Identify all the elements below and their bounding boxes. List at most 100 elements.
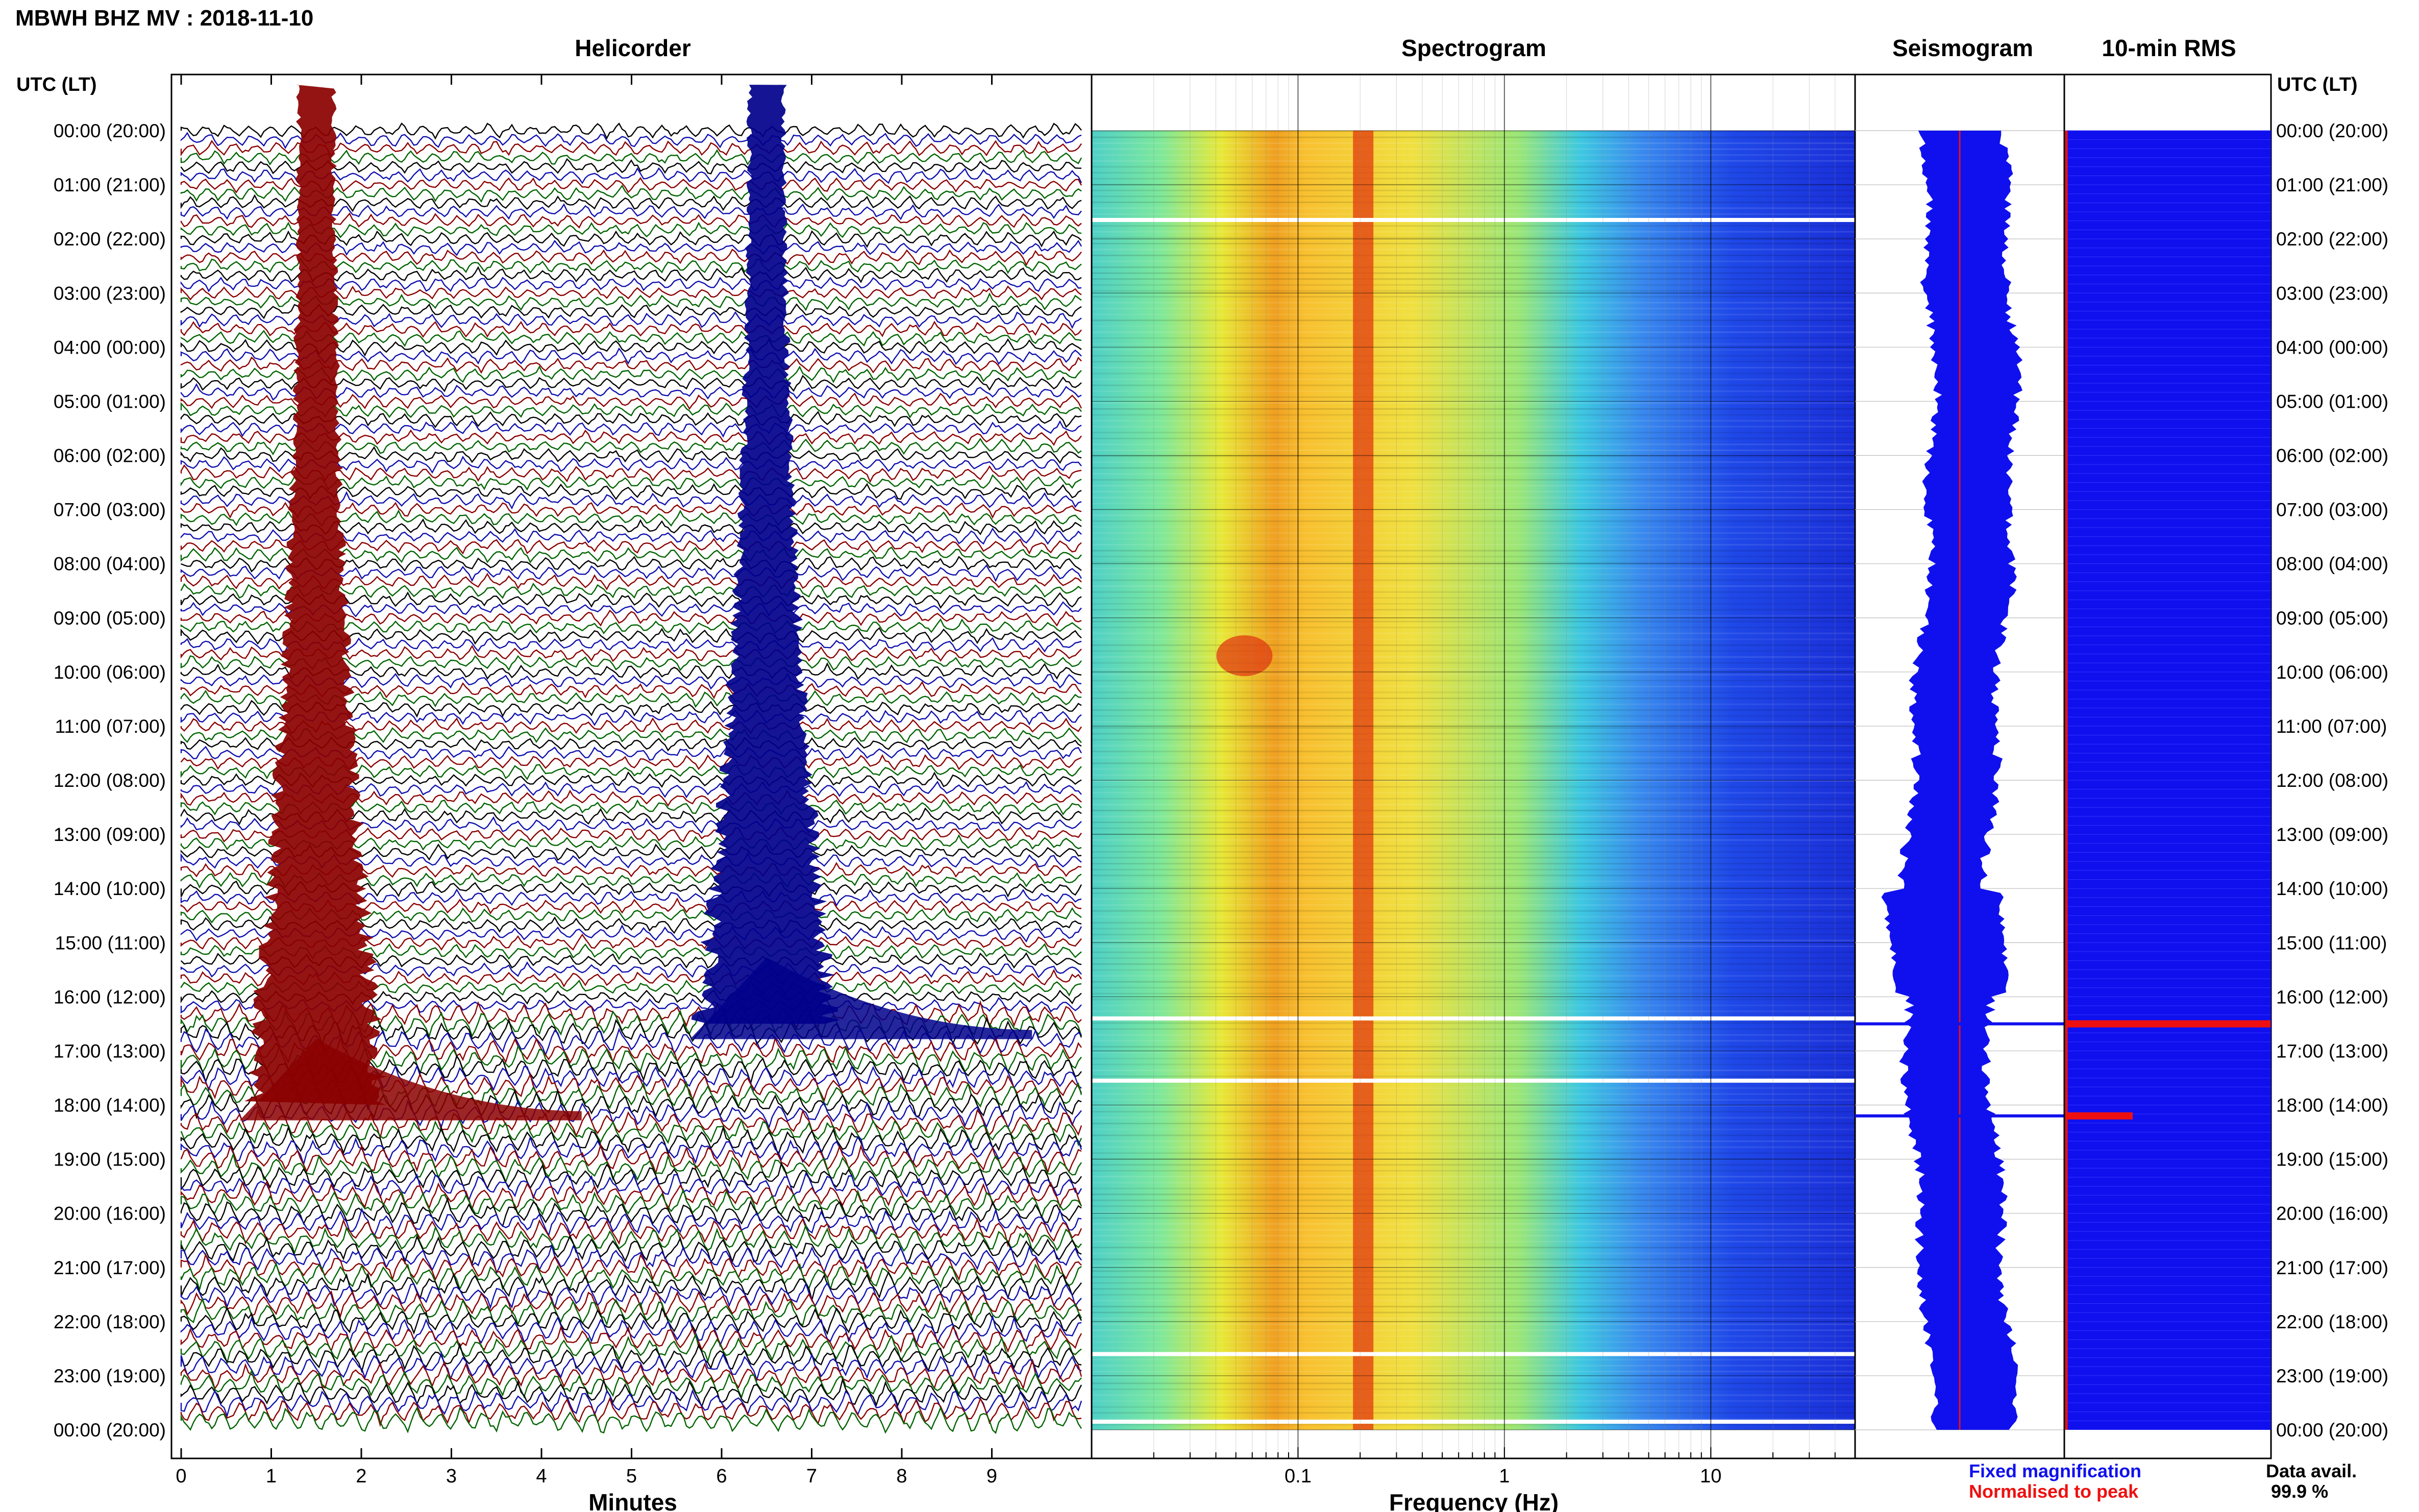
helicorder-x-tick-label: 8: [896, 1466, 907, 1487]
spectrogram-texture-row: [1092, 768, 1855, 770]
spectrogram-texture-row: [1092, 272, 1855, 274]
spectrogram-texture-row: [1092, 680, 1855, 682]
helicorder-event-tail: [690, 957, 1032, 1039]
spectrogram-texture-row: [1092, 1412, 1855, 1414]
time-label-right: 00:00 (20:00): [2276, 120, 2388, 141]
spectrogram-texture-row: [1092, 1270, 1855, 1272]
spectrogram-texture-row: [1092, 886, 1855, 888]
spectrogram-texture-row: [1092, 1146, 1855, 1148]
spectrogram-texture-row: [1092, 266, 1855, 268]
spectrogram-texture-row: [1092, 538, 1855, 540]
helicorder-trace: [180, 1152, 1082, 1184]
time-label-right: 19:00 (15:00): [2276, 1149, 2388, 1170]
seismogram-title: Seismogram: [1892, 35, 2033, 61]
spectrogram-texture-row: [1092, 863, 1855, 865]
helicorder-trace: [180, 1143, 1082, 1175]
spectrogram-texture-row: [1092, 1070, 1855, 1072]
legend-normalised: Normalised to peak: [1969, 1481, 2139, 1502]
spectrogram-texture-row: [1092, 437, 1855, 439]
rms-spikes: [2066, 1020, 2270, 1120]
spectrogram-texture-row: [1092, 627, 1855, 629]
time-label-right: 07:00 (03:00): [2276, 500, 2388, 520]
spectrogram-texture-row: [1092, 1294, 1855, 1296]
time-label-left: 15:00 (11:00): [55, 932, 166, 953]
rms-spike: [2066, 1112, 2133, 1120]
spectrogram-blob: [1216, 635, 1273, 677]
spectrogram-texture-row: [1092, 597, 1855, 599]
spectrogram-texture-row: [1092, 1264, 1855, 1266]
time-label-left: 05:00 (01:00): [54, 391, 166, 412]
spectrogram-texture-row: [1092, 449, 1855, 451]
spectrogram-texture-row: [1092, 880, 1855, 882]
helicorder-trace: [180, 1125, 1082, 1157]
spectrogram-texture-row: [1092, 1075, 1855, 1077]
spectrogram-texture-row: [1092, 142, 1855, 144]
helicorder-trace: [180, 1397, 1082, 1427]
spectrogram-texture-row: [1092, 556, 1855, 558]
station-title: MBWH BHZ MV : 2018-11-10: [15, 6, 313, 31]
spectrogram-texture-row: [1092, 904, 1855, 906]
spectrogram-texture-row: [1092, 1093, 1855, 1095]
spectrogram-texture-row: [1092, 745, 1855, 747]
spectrogram-texture-row: [1092, 1341, 1855, 1343]
time-label-right: 22:00 (18:00): [2276, 1311, 2388, 1332]
spectrogram-texture-row: [1092, 1388, 1855, 1390]
helicorder-trace: [180, 1188, 1082, 1220]
spectrogram-texture-row: [1092, 733, 1855, 735]
spectrogram-texture-row: [1092, 798, 1855, 800]
spectrogram-texture-row: [1092, 662, 1855, 664]
spectrogram-texture-row: [1092, 1394, 1855, 1396]
spectrogram-texture-row: [1092, 822, 1855, 824]
spectrogram-texture-row: [1092, 503, 1855, 505]
spectrogram-texture-row: [1092, 674, 1855, 676]
spectrogram-texture-row: [1092, 1205, 1855, 1207]
spectrogram-texture-row: [1092, 946, 1855, 948]
helicorder-x-tick-label: 6: [716, 1466, 727, 1487]
time-label-left: 04:00 (00:00): [54, 337, 166, 358]
spectrogram-texture-row: [1092, 1117, 1855, 1119]
time-label-right: 01:00 (21:00): [2276, 175, 2388, 195]
spectrogram-texture-row: [1092, 1022, 1855, 1024]
spectrogram-panel: 0.1 1 10 Frequency (Hz): [1091, 73, 1856, 1512]
spectrogram-texture-row: [1092, 396, 1855, 398]
spectrogram-texture-row: [1092, 875, 1855, 877]
spectrogram-texture-row: [1092, 343, 1855, 345]
spectrogram-texture-row: [1092, 691, 1855, 693]
helicorder-events: [239, 85, 1032, 1121]
time-label-right: 18:00 (14:00): [2276, 1095, 2388, 1116]
spectrogram-texture-row: [1092, 621, 1855, 623]
helicorder-trace: [180, 1261, 1082, 1292]
spectrogram-texture-row: [1092, 1111, 1855, 1113]
time-label-right: 14:00 (10:00): [2276, 878, 2388, 899]
time-label-left: 20:00 (16:00): [54, 1203, 166, 1224]
time-label-left: 02:00 (22:00): [54, 229, 166, 250]
right-time-header: UTC (LT): [2277, 74, 2358, 95]
helicorder-trace: [180, 1108, 1082, 1141]
spectrogram-texture-row: [1092, 1300, 1855, 1302]
spectrogram-texture-row: [1092, 609, 1855, 611]
spectrogram-texture-row: [1092, 1140, 1855, 1142]
spectrogram-texture-row: [1092, 857, 1855, 859]
availability-label: Data avail.: [2266, 1460, 2357, 1481]
spectrogram-texture-row: [1092, 685, 1855, 687]
time-label-right: 16:00 (12:00): [2276, 986, 2388, 1007]
helicorder-event-tail: [239, 1038, 582, 1121]
rms-bar-lines: [2066, 130, 2271, 1421]
spectrogram-texture-row: [1092, 1170, 1855, 1172]
helicorder-trace: [180, 1389, 1082, 1418]
rms-title: 10-min RMS: [2102, 35, 2236, 61]
time-axis-right: 00:00 (20:00) 01:00 (21:00) 02:00 (22:00) 0…: [2276, 120, 2388, 1441]
helicorder-trace: [180, 1342, 1082, 1374]
spectrogram-texture-row: [1092, 544, 1855, 546]
time-label-left: 22:00 (18:00): [54, 1311, 166, 1332]
spectrogram-texture-row: [1092, 1229, 1855, 1231]
spectrogram-texture-row: [1092, 898, 1855, 900]
spectrogram-texture-row: [1092, 189, 1855, 191]
spectrogram-texture-row: [1092, 1258, 1855, 1260]
time-label-left: 10:00 (06:00): [54, 662, 166, 683]
spectrogram-texture-row: [1092, 1052, 1855, 1054]
spectrogram-texture-row: [1092, 1034, 1855, 1036]
spectrogram-texture-row: [1092, 644, 1855, 646]
helicorder-trace: [180, 1234, 1082, 1266]
time-label-left: 12:00 (08:00): [54, 770, 166, 791]
